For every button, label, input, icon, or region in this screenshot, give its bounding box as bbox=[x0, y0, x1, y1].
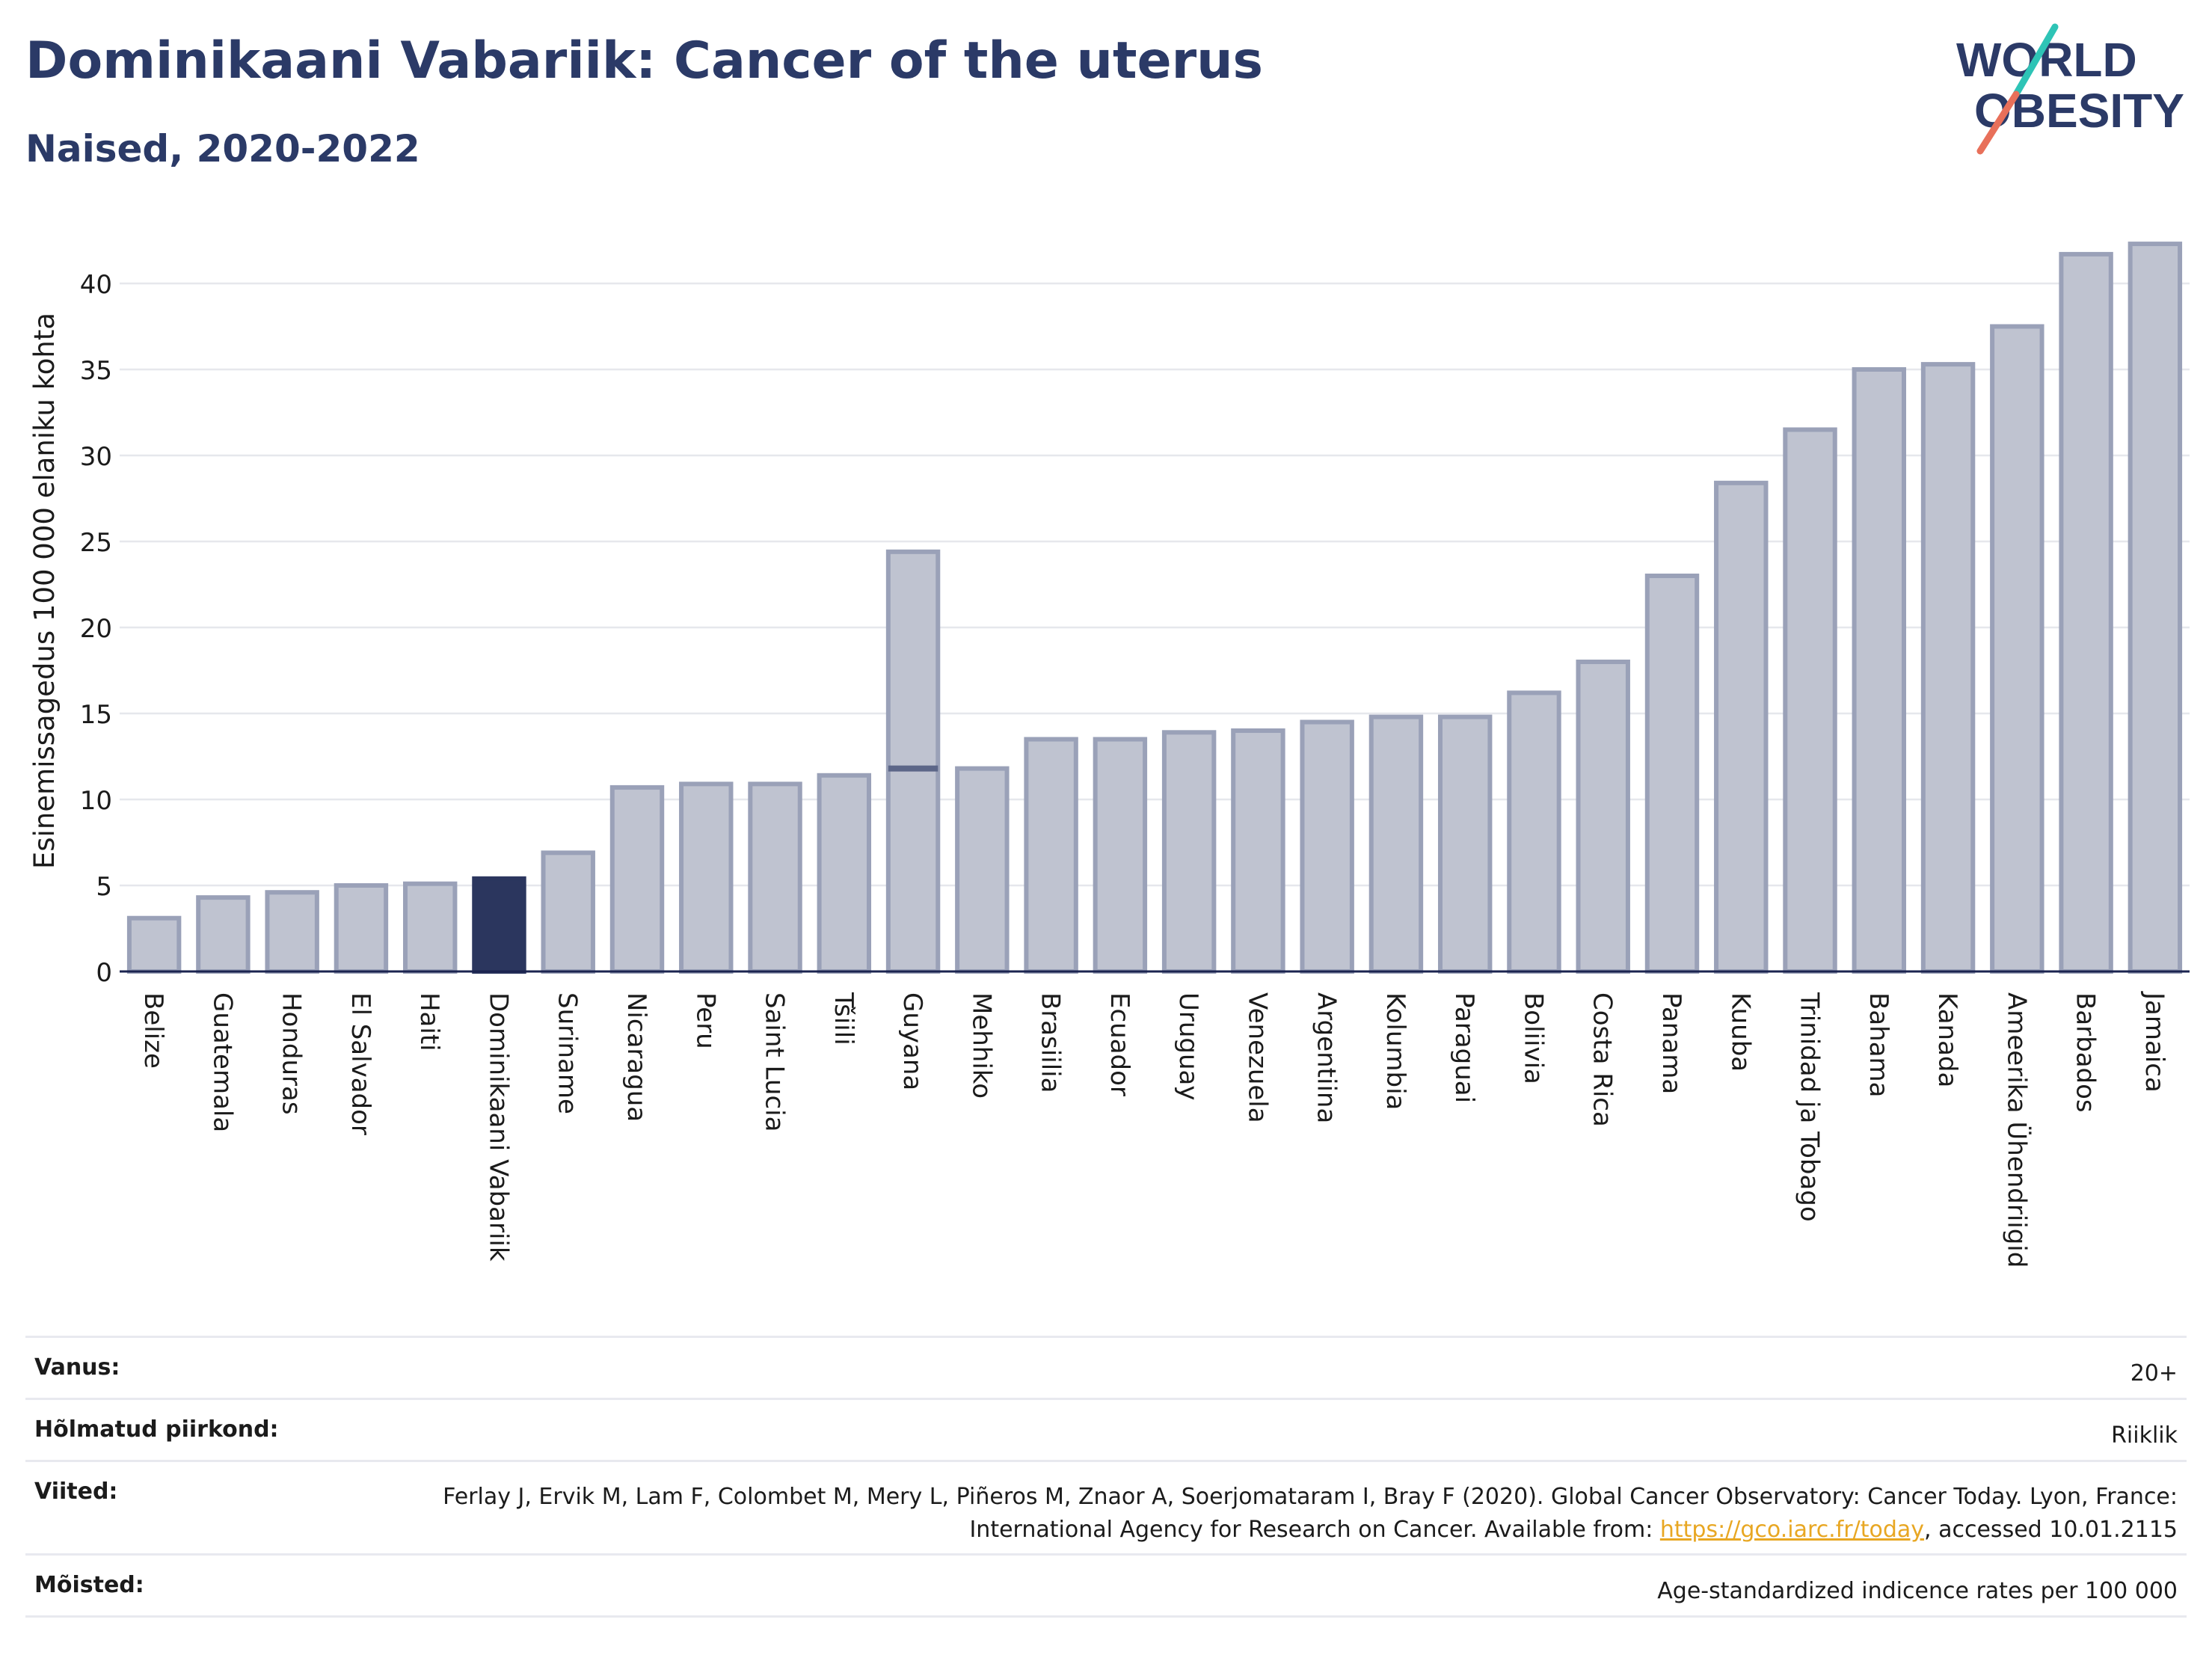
chart-title: Dominikaani Vabariik: Cancer of the uter… bbox=[25, 31, 1264, 90]
x-tick-label: Jamaica bbox=[2139, 991, 2169, 1093]
bar bbox=[885, 549, 941, 974]
chart-subtitle: Naised, 2020-2022 bbox=[25, 127, 420, 171]
world-obesity-logo: WORLD OBESITY bbox=[1956, 23, 2184, 155]
logo-slash-teal bbox=[2012, 23, 2059, 98]
x-tick-label: Nicaragua bbox=[621, 992, 651, 1122]
x-tick-label: Kanada bbox=[1932, 992, 1962, 1087]
x-tick-label: Kuuba bbox=[1725, 992, 1755, 1072]
x-axis-labels: Belize Guatemala Honduras El Salvador Haiti D… bbox=[138, 991, 2169, 1268]
bar bbox=[1852, 367, 1907, 974]
x-tick-label: Ameerika Ühendriigid bbox=[2001, 992, 2032, 1268]
info-value-coverage: Riiklik bbox=[287, 1398, 2187, 1461]
y-tick-label: 35 bbox=[80, 356, 112, 386]
bar bbox=[1507, 690, 1561, 974]
bar bbox=[1920, 362, 1976, 974]
x-tick-label: Dominikaani Vabariik bbox=[483, 992, 513, 1262]
bar bbox=[265, 890, 319, 974]
x-tick-label: Panama bbox=[1656, 992, 1686, 1094]
bar bbox=[955, 766, 1010, 974]
x-tick-label: Bahama bbox=[1864, 992, 1893, 1098]
x-tick-label: Boliivia bbox=[1518, 992, 1548, 1084]
bar bbox=[679, 782, 734, 974]
x-tick-label: Guatemala bbox=[207, 992, 237, 1132]
x-tick-label: Suriname bbox=[553, 992, 583, 1114]
x-tick-label: Haiti bbox=[414, 992, 444, 1051]
bar bbox=[126, 915, 182, 974]
bar bbox=[1437, 714, 1493, 974]
x-tick-label: Barbados bbox=[2071, 992, 2101, 1113]
bar bbox=[1161, 730, 1217, 974]
bar bbox=[541, 850, 595, 974]
x-tick-label: Trinidad ja Tobago bbox=[1795, 992, 1825, 1222]
bar-chart: 0 5 10 15 20 25 30 35 40 Esinemissagedus 100 000… bbox=[28, 242, 2190, 1268]
bar bbox=[2059, 251, 2113, 974]
bar bbox=[609, 784, 665, 974]
x-tick-label: Tšiili bbox=[829, 992, 858, 1045]
logo-slash-coral bbox=[1976, 90, 2020, 155]
x-tick-label: El Salvador bbox=[345, 992, 375, 1135]
x-tick-label: Argentiina bbox=[1312, 992, 1342, 1123]
info-key-age: Vanus: bbox=[25, 1336, 288, 1399]
y-tick-label: 10 bbox=[80, 786, 112, 816]
info-row-definitions: Mõisted: Age-standardized indicence rate… bbox=[25, 1553, 2187, 1618]
bar bbox=[748, 782, 802, 974]
bar bbox=[817, 773, 872, 974]
y-tick-label: 0 bbox=[96, 958, 112, 988]
bar bbox=[334, 883, 389, 974]
x-tick-label: Honduras bbox=[277, 992, 307, 1115]
info-key-definitions: Mõisted: bbox=[25, 1553, 288, 1618]
bar bbox=[1368, 714, 1424, 974]
bar bbox=[1576, 660, 1630, 974]
bar-highlight bbox=[472, 876, 526, 974]
x-tick-label: Peru bbox=[690, 992, 720, 1049]
info-row-age: Vanus: 20+ bbox=[25, 1336, 2187, 1399]
bar bbox=[1300, 719, 1354, 974]
bar bbox=[2127, 242, 2183, 974]
bars bbox=[126, 242, 2183, 974]
info-key-coverage: Hõlmatud piirkond: bbox=[25, 1398, 288, 1461]
info-value-age: 20+ bbox=[287, 1336, 2187, 1399]
x-tick-label: Saint Lucia bbox=[760, 992, 790, 1132]
bar bbox=[1714, 480, 1769, 974]
info-key-references: Viited: bbox=[25, 1460, 288, 1555]
info-row-references: Viited: Ferlay J, Ervik M, Lam F, Colomb… bbox=[25, 1460, 2187, 1555]
y-tick-label: 40 bbox=[80, 270, 112, 300]
bar bbox=[1024, 737, 1078, 974]
y-tick-label: 15 bbox=[80, 700, 112, 730]
x-tick-label: Brasiilia bbox=[1036, 992, 1066, 1093]
y-tick-label: 25 bbox=[80, 528, 112, 558]
x-tick-label: Kolumbia bbox=[1380, 992, 1410, 1110]
x-tick-label: Belize bbox=[138, 992, 168, 1069]
info-table: Vanus: 20+ Hõlmatud piirkond: Riiklik Vi… bbox=[25, 1336, 2187, 1618]
bar bbox=[1783, 427, 1837, 974]
reference-link[interactable]: https://gco.iarc.fr/today bbox=[1659, 1517, 1925, 1543]
bar bbox=[1093, 737, 1148, 974]
reference-accessed: , accessed 10.01.2115 bbox=[1924, 1517, 2178, 1543]
bar bbox=[196, 895, 251, 974]
bar bbox=[402, 881, 458, 974]
y-tick-label: 20 bbox=[80, 614, 112, 644]
x-tick-label: Mehhiko bbox=[966, 992, 996, 1099]
y-tick-label: 5 bbox=[96, 872, 112, 902]
bar bbox=[1990, 324, 2044, 974]
y-tick-label: 30 bbox=[80, 442, 112, 472]
info-value-references: Ferlay J, Ervik M, Lam F, Colombet M, Me… bbox=[287, 1460, 2187, 1555]
x-tick-label: Ecuador bbox=[1105, 992, 1134, 1096]
info-value-definitions: Age-standardized indicence rates per 100… bbox=[287, 1553, 2187, 1618]
info-row-coverage: Hõlmatud piirkond: Riiklik bbox=[25, 1398, 2187, 1461]
y-axis-label: Esinemissagedus 100 000 elaniku kohta bbox=[28, 313, 61, 869]
reference-text: Ferlay J, Ervik M, Lam F, Colombet M, Me… bbox=[443, 1484, 2178, 1543]
x-tick-label: Costa Rica bbox=[1588, 992, 1617, 1127]
x-tick-label: Uruguay bbox=[1173, 992, 1203, 1101]
x-tick-label: Venezuela bbox=[1242, 992, 1272, 1123]
bar bbox=[1644, 574, 1700, 974]
x-tick-label: Paraguai bbox=[1449, 992, 1479, 1103]
bar bbox=[1231, 728, 1285, 974]
y-axis-ticks: 0 5 10 15 20 25 30 35 40 bbox=[80, 270, 112, 988]
x-tick-label: Guyana bbox=[897, 992, 927, 1090]
